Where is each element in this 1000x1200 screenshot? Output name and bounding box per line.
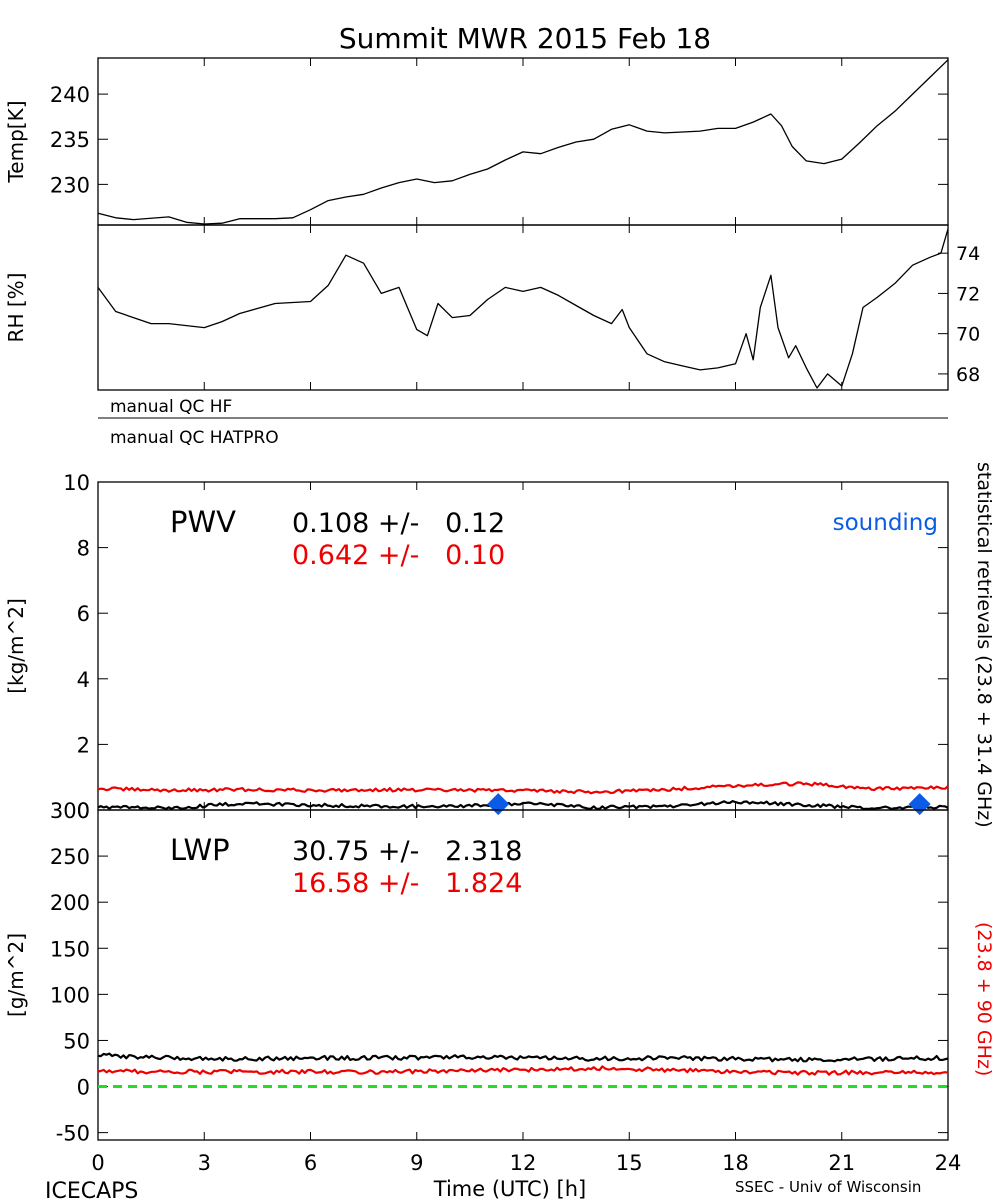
x-tick-label: 6 xyxy=(304,1151,317,1175)
x-tick-label: 24 xyxy=(935,1151,962,1175)
temperature-panel: 230 235 240 Temp[K] xyxy=(4,57,949,226)
plot-frame xyxy=(97,57,949,226)
x-tick-label: 18 xyxy=(722,1151,749,1175)
y-tick-label: 68 xyxy=(956,364,980,386)
dual-frequency-label: (23.8 + 90 GHz) xyxy=(973,922,995,1076)
y-tick-label: 230 xyxy=(50,173,90,197)
qc-strip: manual QC HF manual QC HATPRO xyxy=(98,397,948,448)
y-tick-label: 50 xyxy=(63,1029,90,1053)
sounding-marker xyxy=(908,793,931,816)
relative-humidity-panel: 68 70 72 74 RH [%] xyxy=(4,224,980,391)
y-tick-label: 72 xyxy=(956,283,980,305)
figure-title: Summit MWR 2015 Feb 18 xyxy=(339,22,711,55)
y-tick-label: 0 xyxy=(77,1076,90,1100)
y-tick-label: 74 xyxy=(956,243,980,265)
panel-label: PWV xyxy=(170,505,236,539)
x-tick-label: 0 xyxy=(91,1151,104,1175)
x-axis-title: Time (UTC) [h] xyxy=(433,1177,586,1200)
y-tick-label: 6 xyxy=(77,602,90,626)
stats-line: 16.58 +/- 1.824 xyxy=(292,868,522,899)
y-tick-label: 8 xyxy=(77,537,90,561)
y-tick-label: 200 xyxy=(50,891,90,915)
footer-right-label: SSEC - Univ of Wisconsin xyxy=(735,1178,921,1196)
y-axis-label: [g/m^2] xyxy=(4,933,28,1017)
y-tick-label: 70 xyxy=(956,324,980,346)
series-line xyxy=(97,1052,949,1063)
x-tick-label: 9 xyxy=(410,1151,423,1175)
plot-frame xyxy=(97,224,949,391)
footer-left-label: ICECAPS xyxy=(45,1179,138,1200)
y-tick-label: 240 xyxy=(50,83,90,107)
series-line xyxy=(97,1065,949,1076)
stats-line: 0.108 +/- 0.12 xyxy=(292,508,505,539)
y-tick-label: 235 xyxy=(50,128,90,152)
y-tick-label: 4 xyxy=(77,668,90,692)
y-tick-label: 100 xyxy=(50,983,90,1007)
series-line xyxy=(97,800,949,811)
qc-label-hf: manual QC HF xyxy=(110,397,232,417)
x-tick-label: 12 xyxy=(510,1151,537,1175)
sounding-label: sounding xyxy=(833,510,938,536)
sounding-marker xyxy=(487,793,510,816)
y-axis-label: [kg/m^2] xyxy=(4,598,28,694)
x-tick-label: 3 xyxy=(198,1151,211,1175)
y-tick-label: 2 xyxy=(77,733,90,757)
qc-label-hatpro: manual QC HATPRO xyxy=(110,428,279,448)
pwv-panel: 0 2 4 6 8 10 [kg/m^2] PWV 0.108 +/- 0.120.642 +/… xyxy=(4,471,949,823)
y-tick-label: 0 xyxy=(77,799,90,823)
y-axis-label: Temp[K] xyxy=(4,100,28,183)
stats-line: 0.642 +/- 0.10 xyxy=(292,540,505,571)
series-line xyxy=(97,228,949,389)
y-tick-label: 10 xyxy=(63,471,90,495)
y-tick-label: 150 xyxy=(50,937,90,961)
series-line xyxy=(97,59,949,225)
x-tick-label: 15 xyxy=(616,1151,643,1175)
stats-line: 30.75 +/- 2.318 xyxy=(292,836,522,867)
statistical-retrievals-label: statistical retrievals (23.8 + 31.4 GHz) xyxy=(973,462,995,828)
panel-label: LWP xyxy=(170,833,230,867)
series-line xyxy=(97,781,949,795)
y-tick-label: -50 xyxy=(56,1122,90,1146)
y-tick-label: 250 xyxy=(50,845,90,869)
y-axis-label: RH [%] xyxy=(4,273,28,343)
y-tick-label: 300 xyxy=(50,799,90,823)
x-tick-label: 21 xyxy=(828,1151,855,1175)
